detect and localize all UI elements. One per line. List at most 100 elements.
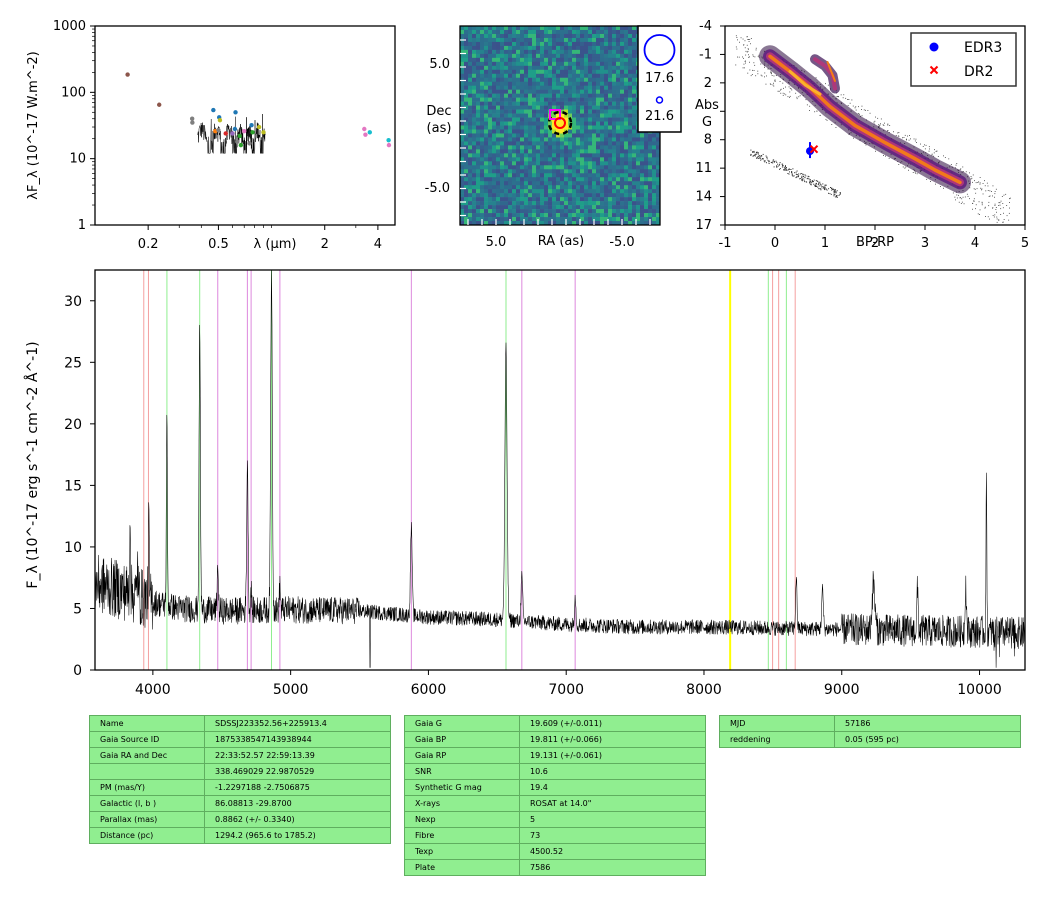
image-pixel <box>556 97 561 102</box>
image-pixel <box>652 161 657 166</box>
image-pixel <box>604 85 609 90</box>
image-pixel <box>620 61 625 67</box>
hrd-dot <box>865 109 866 111</box>
image-pixel <box>540 121 545 126</box>
image-pixel <box>504 221 509 225</box>
image-pixel <box>572 149 577 154</box>
image-pixel <box>548 81 553 86</box>
hrd-dot <box>1002 222 1004 223</box>
image-pixel <box>460 201 465 206</box>
image-pixel <box>516 65 521 71</box>
hrd-wd-dot <box>812 180 813 182</box>
image-pixel <box>528 221 533 225</box>
image-pixel <box>556 113 561 118</box>
image-pixel <box>592 57 597 63</box>
hrd-dot <box>955 199 956 201</box>
image-pixel <box>616 113 621 118</box>
image-pixel <box>528 49 533 55</box>
hrd-dot <box>873 121 875 123</box>
image-pixel <box>600 181 605 186</box>
image-pixel <box>512 69 517 75</box>
image-pixel <box>476 53 481 59</box>
image-pixel <box>564 69 569 75</box>
image-pixel <box>560 169 565 174</box>
image-pixel <box>556 221 561 225</box>
image-pixel <box>488 209 493 214</box>
image-pixel <box>464 173 469 178</box>
image-pixel <box>508 117 513 122</box>
image-pixel <box>600 125 605 130</box>
hrd-wd-dot <box>799 173 801 175</box>
image-pixel <box>512 149 517 154</box>
image-pixel <box>488 29 493 35</box>
image-pixel <box>460 61 465 67</box>
image-pixel <box>532 69 537 75</box>
image-pixel <box>552 193 557 198</box>
image-pixel <box>552 149 557 154</box>
image-pixel <box>648 209 653 214</box>
image-pixel <box>644 189 649 194</box>
image-pixel <box>468 221 473 225</box>
image-pixel <box>508 105 513 110</box>
image-pixel <box>636 213 641 218</box>
image-pixel <box>616 53 621 59</box>
image-pixel <box>524 125 529 130</box>
image-pixel <box>572 45 577 51</box>
image-pixel <box>632 73 637 79</box>
image-pixel <box>644 221 649 225</box>
image-pixel <box>536 26 541 31</box>
image-pixel <box>552 93 557 98</box>
image-pixel <box>580 161 585 166</box>
image-pixel <box>508 57 513 63</box>
image-pixel <box>540 177 545 182</box>
image-pixel <box>544 57 549 63</box>
image-pixel <box>584 213 589 218</box>
sed-point <box>250 130 255 135</box>
image-pixel <box>592 69 597 75</box>
image-pixel <box>492 45 497 51</box>
image-pixel <box>472 185 477 190</box>
image-pixel <box>476 157 481 162</box>
image-pixel <box>612 169 617 174</box>
image-pixel <box>540 173 545 178</box>
image-pixel <box>460 101 465 106</box>
image-pixel <box>580 105 585 110</box>
hrd-dot <box>972 174 974 176</box>
hrd-wd-dot <box>764 161 766 163</box>
hrd-wd-dot <box>809 180 811 182</box>
image-pixel <box>604 193 609 198</box>
image-pixel <box>512 37 517 43</box>
hrd-dot <box>1004 227 1005 228</box>
image-pixel <box>620 161 625 166</box>
image-pixel <box>476 45 481 51</box>
info-value: 19.609 (+/-0.011) <box>519 715 706 732</box>
image-pixel <box>544 149 549 154</box>
image-pixel <box>596 161 601 166</box>
image-pixel <box>524 189 529 194</box>
image-pixel <box>492 193 497 198</box>
image-pixel <box>576 113 581 118</box>
image-pixel <box>484 217 489 222</box>
image-pixel <box>584 73 589 79</box>
image-pixel <box>552 181 557 186</box>
image-pixel <box>480 209 485 214</box>
image-pixel <box>536 213 541 218</box>
hrd-wd-dot <box>776 165 777 167</box>
image-pixel <box>628 121 633 126</box>
hrd-dot <box>771 73 772 75</box>
image-pixel <box>596 117 601 122</box>
image-pixel <box>612 157 617 162</box>
source-red-circle <box>554 117 566 129</box>
image-pixel <box>532 193 537 198</box>
hrd-wd-dot <box>796 174 798 175</box>
image-pixel <box>572 53 577 59</box>
image-pixel <box>596 185 601 190</box>
hrd-dot <box>996 218 998 220</box>
image-pixel <box>656 141 660 146</box>
image-pixel <box>560 185 565 190</box>
image-pixel <box>464 153 469 158</box>
image-pixel <box>492 133 497 138</box>
image-pixel <box>584 201 589 206</box>
image-pixel <box>548 89 553 94</box>
hrd-dot <box>962 166 964 168</box>
